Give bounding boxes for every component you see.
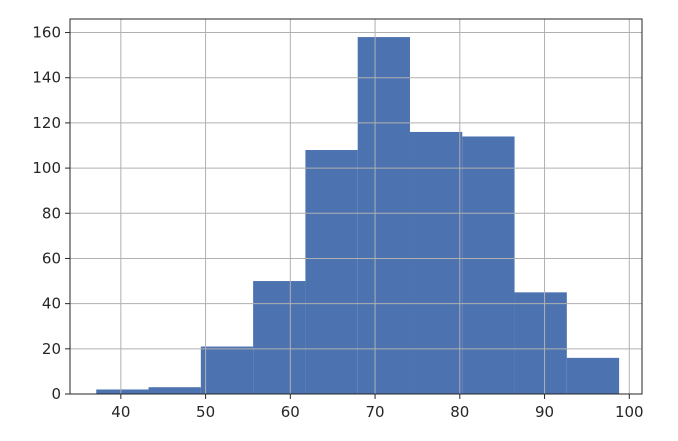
y-tick-label: 100 bbox=[32, 159, 61, 177]
histogram-bar bbox=[200, 346, 254, 394]
histogram-bar bbox=[305, 150, 358, 394]
x-tick-label: 90 bbox=[535, 403, 554, 421]
y-tick-label: 160 bbox=[32, 24, 61, 42]
x-tick-label: 70 bbox=[366, 403, 385, 421]
y-tick-label: 80 bbox=[42, 204, 61, 222]
y-tick-label: 20 bbox=[42, 340, 61, 358]
histogram-bar bbox=[409, 131, 463, 394]
y-axis: 0 20 40 60 80 100 120 140 160 bbox=[32, 24, 70, 403]
histogram-bar bbox=[148, 387, 201, 394]
y-tick-label: 140 bbox=[32, 69, 61, 87]
grid-lines bbox=[70, 19, 642, 395]
histogram-bar bbox=[566, 357, 620, 394]
x-tick-label: 100 bbox=[615, 403, 644, 421]
y-tick-label: 60 bbox=[42, 249, 61, 267]
x-tick-label: 40 bbox=[111, 403, 130, 421]
histogram-bar bbox=[357, 37, 410, 394]
x-tick-label: 80 bbox=[450, 403, 469, 421]
plot-frame bbox=[69, 18, 643, 395]
histogram-bar bbox=[253, 281, 306, 394]
histogram-bar bbox=[514, 292, 567, 394]
x-tick-label: 60 bbox=[281, 403, 300, 421]
y-tick-label: 40 bbox=[42, 295, 61, 313]
x-axis: 40 50 60 70 80 90 100 bbox=[111, 394, 644, 421]
y-tick-label: 120 bbox=[32, 114, 61, 132]
bars bbox=[96, 37, 620, 394]
histogram-bar bbox=[462, 136, 515, 394]
histogram-bar bbox=[96, 389, 149, 394]
x-tick-label: 50 bbox=[196, 403, 215, 421]
y-tick-label: 0 bbox=[51, 385, 61, 403]
